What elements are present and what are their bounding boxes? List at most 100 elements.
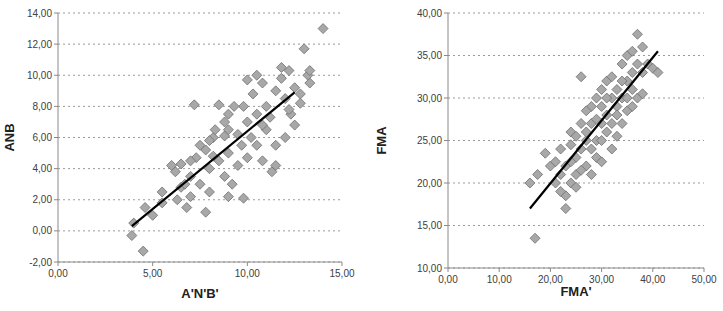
- tick: [54, 199, 58, 200]
- tick: [444, 183, 448, 184]
- point: [237, 140, 247, 150]
- point: [653, 68, 663, 78]
- grid-line: [58, 13, 342, 14]
- point: [602, 93, 612, 103]
- grid-line: [58, 262, 342, 263]
- point: [638, 42, 648, 52]
- figure: -2,000,002,004,006,008,0010,0012,0014,00…: [0, 0, 723, 311]
- tick-label: 30,00: [589, 274, 614, 285]
- tick-label: 4,00: [33, 163, 53, 174]
- tick-label: 15,00: [417, 220, 442, 231]
- y-axis: [58, 13, 59, 262]
- x-axis-title: FMA': [560, 284, 591, 299]
- point: [295, 89, 305, 99]
- tick: [448, 268, 449, 272]
- tick-label: 20,00: [417, 178, 442, 189]
- tick-label: -2,00: [29, 257, 52, 268]
- point: [612, 85, 622, 95]
- tick: [54, 44, 58, 45]
- point: [576, 119, 586, 129]
- tick: [704, 268, 705, 272]
- y-axis: [448, 13, 449, 268]
- point: [252, 140, 262, 150]
- point: [195, 179, 205, 189]
- tick: [247, 262, 248, 266]
- point: [632, 59, 642, 69]
- tick-label: 5,00: [143, 268, 163, 279]
- point: [170, 167, 180, 177]
- tick-label: 0,00: [48, 268, 68, 279]
- tick: [152, 262, 153, 266]
- point: [280, 133, 290, 143]
- regression-line: [530, 51, 658, 208]
- point: [242, 75, 252, 85]
- point: [271, 140, 281, 150]
- point: [586, 170, 596, 180]
- point: [239, 101, 249, 111]
- point: [233, 161, 243, 171]
- point: [242, 117, 252, 127]
- point: [556, 187, 566, 197]
- point: [627, 68, 637, 78]
- point: [617, 119, 627, 129]
- tick-label: 8,00: [33, 101, 53, 112]
- tick-label: 10,00: [235, 268, 260, 279]
- point: [239, 193, 249, 203]
- x-axis: [448, 268, 704, 269]
- tick-label: 50,00: [691, 274, 716, 285]
- point: [223, 109, 233, 119]
- point: [227, 179, 237, 189]
- point: [597, 157, 607, 167]
- tick: [444, 268, 448, 269]
- x-axis: [58, 262, 342, 263]
- point: [195, 140, 205, 150]
- grid-line: [448, 55, 704, 56]
- tick: [58, 262, 59, 266]
- point: [627, 102, 637, 112]
- point: [581, 106, 591, 116]
- point: [571, 182, 581, 192]
- tick: [54, 137, 58, 138]
- grid-line: [58, 199, 342, 200]
- point: [597, 136, 607, 146]
- point: [189, 100, 199, 110]
- point: [252, 109, 262, 119]
- tick: [54, 75, 58, 76]
- point: [318, 24, 328, 34]
- grid-line: [448, 98, 704, 99]
- point: [561, 204, 571, 214]
- point: [607, 144, 617, 154]
- tick: [601, 268, 602, 272]
- tick: [54, 230, 58, 231]
- point: [525, 178, 535, 188]
- chart: -2,000,002,004,006,008,0010,0012,0014,00…: [2, 8, 355, 302]
- point: [305, 66, 315, 76]
- point: [607, 119, 617, 129]
- point: [597, 85, 607, 95]
- tick: [342, 262, 343, 266]
- point: [638, 89, 648, 99]
- point: [186, 156, 196, 166]
- point: [284, 104, 294, 114]
- point: [617, 76, 627, 86]
- point: [220, 171, 230, 181]
- point: [157, 187, 167, 197]
- tick: [499, 268, 500, 272]
- point: [252, 70, 262, 80]
- tick: [54, 13, 58, 14]
- point: [176, 159, 186, 169]
- tick: [54, 106, 58, 107]
- grid-line: [58, 230, 342, 231]
- point: [248, 89, 258, 99]
- grid-line: [448, 13, 704, 14]
- point: [257, 156, 267, 166]
- point: [602, 127, 612, 137]
- tick-label: 10,00: [417, 263, 442, 274]
- point: [223, 192, 233, 202]
- point: [632, 29, 642, 39]
- point: [305, 78, 315, 88]
- tick-label: 6,00: [33, 132, 53, 143]
- point: [627, 46, 637, 56]
- tick: [54, 262, 58, 263]
- point: [246, 133, 256, 143]
